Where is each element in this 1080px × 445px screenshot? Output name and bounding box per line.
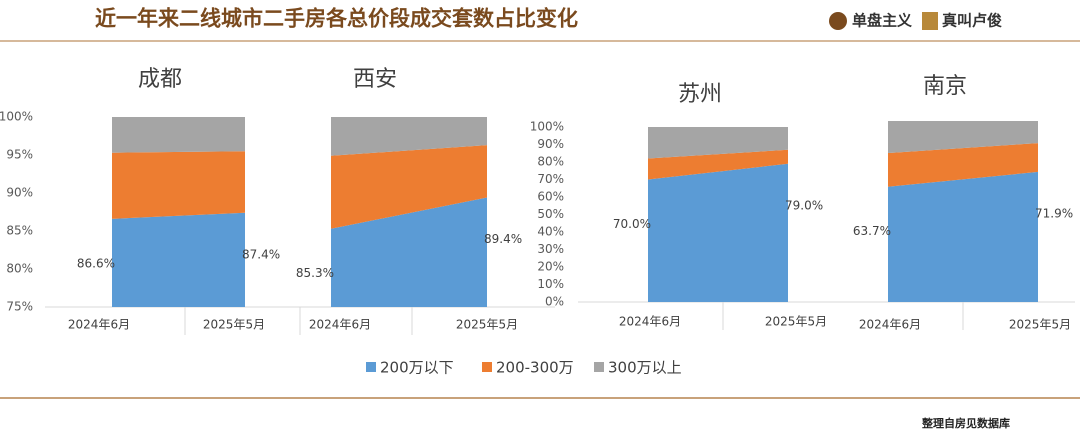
value-label: 79.0%	[785, 198, 823, 212]
value-label: 85.3%	[296, 266, 334, 280]
x-tick-label: 2025年5月	[765, 315, 827, 329]
value-label: 63.7%	[853, 224, 891, 238]
legend-swatch	[594, 362, 604, 372]
area-segment	[112, 117, 245, 153]
legend-label: 200-300万	[496, 359, 574, 377]
area-segment	[888, 121, 1038, 154]
area-segment	[331, 117, 487, 156]
x-tick-label: 2025年5月	[456, 318, 518, 332]
y-tick-label: 100%	[530, 120, 564, 134]
y-tick-label: 40%	[537, 225, 564, 239]
x-tick-label: 2024年6月	[859, 318, 921, 332]
y-tick-label: 60%	[537, 190, 564, 204]
legend-label: 200万以下	[380, 359, 454, 377]
y-tick-label: 80%	[6, 262, 33, 276]
y-tick-label: 85%	[6, 224, 33, 238]
area-segment	[648, 127, 788, 159]
area-segment	[648, 149, 788, 180]
page-title: 近一年来二线城市二手房各总价段成交套数占比变化	[95, 6, 578, 31]
y-tick-label: 20%	[537, 260, 564, 274]
area-segment	[331, 197, 487, 307]
y-tick-label: 95%	[6, 148, 33, 162]
area-segment	[112, 212, 245, 307]
panel-title: 南京	[923, 74, 967, 99]
y-tick-label: 75%	[6, 300, 33, 314]
panel-title: 成都	[138, 67, 182, 92]
area-segment	[331, 145, 487, 229]
value-label: 89.4%	[484, 232, 522, 246]
y-tick-label: 50%	[537, 207, 564, 221]
area-segment	[888, 171, 1038, 302]
panel-title: 西安	[353, 67, 397, 92]
y-tick-label: 90%	[6, 186, 33, 200]
x-tick-label: 2025年5月	[1009, 318, 1071, 332]
source: 整理自房见数据库	[921, 416, 1010, 430]
area-segment	[648, 163, 788, 302]
x-tick-label: 2025年5月	[203, 318, 265, 332]
brand-icon	[829, 12, 847, 30]
brand: 真叫卢俊	[942, 12, 1002, 30]
x-tick-label: 2024年6月	[619, 315, 681, 329]
y-tick-label: 80%	[537, 155, 564, 169]
area-segment	[888, 143, 1038, 187]
legend-swatch	[366, 362, 376, 372]
brand: 单盘主义	[852, 12, 912, 30]
x-tick-label: 2024年6月	[68, 318, 130, 332]
value-label: 86.6%	[77, 256, 115, 270]
y-tick-label: 70%	[537, 172, 564, 186]
x-tick-label: 2024年6月	[309, 318, 371, 332]
y-tick-label: 0%	[545, 295, 564, 309]
value-label: 87.4%	[242, 247, 280, 261]
y-tick-label: 30%	[537, 242, 564, 256]
value-label: 70.0%	[613, 217, 651, 231]
value-label: 71.9%	[1035, 206, 1073, 220]
y-tick-label: 90%	[537, 137, 564, 151]
y-tick-label: 10%	[537, 277, 564, 291]
area-segment	[112, 151, 245, 219]
panel-title: 苏州	[678, 82, 722, 107]
legend-swatch	[482, 362, 492, 372]
brand-icon	[922, 12, 938, 30]
y-tick-label: 100%	[0, 110, 33, 124]
legend-label: 300万以上	[608, 359, 682, 377]
